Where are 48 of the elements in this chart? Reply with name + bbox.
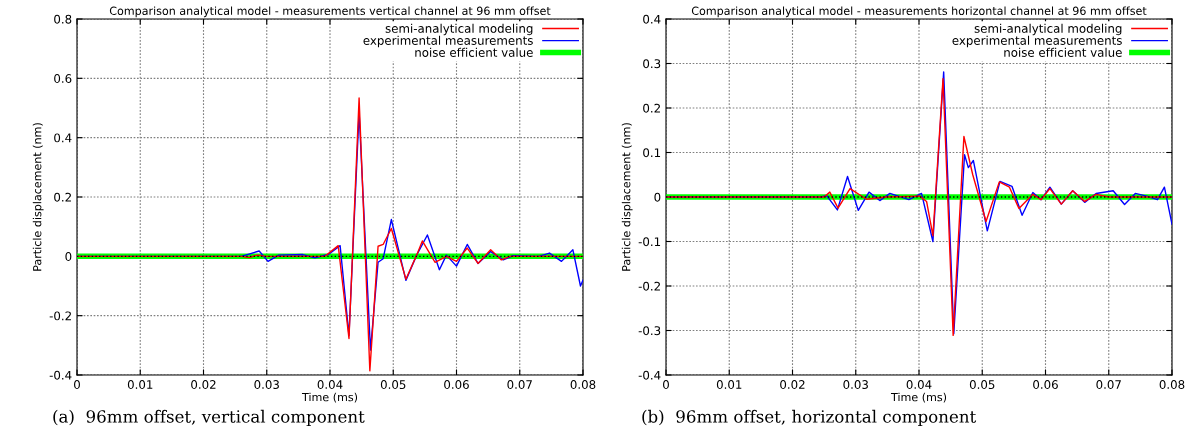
x-tick-label: 0.08 [570,380,596,389]
x-tick-label: 0.04 [906,380,932,389]
legend-label: semi-analytical modeling [385,23,533,36]
text: (b) 96mm offset, horizontal component [642,409,977,426]
y-tick-label: 0.4 [643,14,661,24]
x-tick-label: 0.02 [780,380,805,389]
y-tick-label: 0 [654,192,661,202]
y-tick-label: -0.1 [638,237,661,247]
y-tick-label: -0.3 [638,326,661,336]
legend-label: experimental measurements [363,35,533,48]
x-tick-label: 0.06 [1033,380,1058,389]
chart-title: Comparison analytical model - measurements horizontal channel at 96 mm offset [691,6,1147,18]
y-tick-label: 0.1 [643,148,661,158]
chart-title: Comparison analytical model - measurements vertical channel at 96 mm offset [109,6,551,18]
x-tick-label: 0.07 [1096,380,1121,389]
y-axis-title: Particle displacement (nm) [32,123,44,271]
y-axis-title: Particle displacement (nm) [621,123,633,271]
legend-label: noise efficient value [415,47,533,57]
y-tick-label: 0 [65,252,72,261]
x-tick-label: 0 [74,380,80,389]
legend-label: experimental measurements [952,35,1122,48]
y-tick-label: 0.2 [54,192,71,202]
x-tick-label: 0.04 [317,380,343,389]
legend-label: semi-analytical modeling [974,23,1122,36]
y-tick-label: 0.8 [54,14,72,24]
x-tick-label: 0 [663,380,669,389]
x-axis-title: Time (ms) [301,392,358,403]
x-tick-label: 0.08 [1159,380,1185,389]
x-tick-label: 0.07 [507,380,532,389]
y-tick-label: -0.2 [49,311,71,321]
y-tick-label: 0.3 [643,59,661,69]
x-tick-label: 0.05 [380,380,406,389]
x-tick-label: 0.01 [716,380,742,389]
x-tick-label: 0.03 [254,380,279,389]
y-tick-label: -0.2 [638,281,660,291]
x-tick-label: 0.01 [127,380,153,389]
legend-label: noise efficient value [1004,47,1122,57]
y-tick-label: 0.2 [643,103,660,113]
x-axis-title: Time (ms) [890,392,947,403]
y-tick-label: -0.4 [638,370,661,380]
x-tick-label: 0.03 [843,380,868,389]
y-tick-label: 0.4 [54,133,72,143]
x-tick-label: 0.02 [191,380,216,389]
text: (a) 96mm offset, vertical component [53,409,365,426]
x-tick-label: 0.06 [444,380,469,389]
y-tick-label: 0.6 [54,74,72,83]
x-tick-label: 0.05 [969,380,995,389]
y-tick-label: -0.4 [49,370,72,380]
